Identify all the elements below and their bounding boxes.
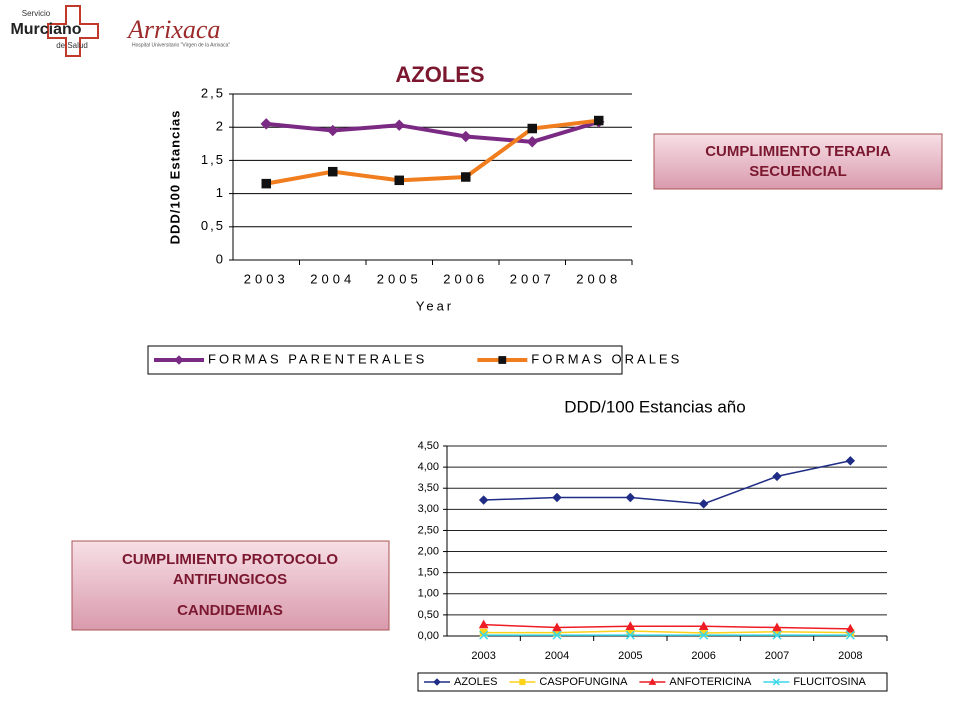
y-tick-label: 2,00 [418,545,439,557]
legend-label: AZOLES [454,676,497,688]
note-text: CANDIDEMIAS [177,602,283,619]
note-text: SECUENCIAL [749,163,847,180]
x-tick-label: 2003 [244,271,289,286]
x-tick-label: 2007 [510,271,555,286]
marker [526,136,538,148]
note-text: CUMPLIMIENTO PROTOCOLO [122,551,338,568]
y-tick-label: 3,50 [418,482,439,494]
series-line [265,118,599,186]
marker [845,456,856,466]
x-tick-label: 2004 [310,271,355,286]
marker [625,630,635,640]
y-axis-label: DDD/100 Estancias [167,110,182,245]
y-tick-label: 4,00 [418,461,439,473]
legend-label: ANFOTERICINA [669,676,752,688]
marker [698,621,709,630]
marker [393,119,405,131]
series-line [483,630,851,634]
chart-title: AZOLES [395,62,484,87]
legend-marker [498,356,507,364]
legend-marker [174,355,184,365]
marker [594,115,604,126]
marker [699,630,709,640]
x-tick-label: 2005 [377,271,422,286]
x-tick-label: 2006 [691,650,715,662]
logo-text: Hospital Universitario "Virgen de la Arr… [132,42,230,48]
legend-label: FLUCITOSINA [793,676,866,688]
marker [772,471,782,482]
marker [845,630,855,640]
y-tick-label: 2 [216,119,225,134]
marker [478,495,489,505]
marker [552,630,562,640]
marker [552,622,562,632]
y-tick-label: 1 [216,185,225,200]
legend-marker [648,677,657,685]
marker [625,492,636,503]
legend-label: FORMAS PARENTERALES [208,351,427,366]
marker [261,178,271,189]
y-tick-label: 1,00 [418,588,439,600]
logo-cross [47,5,99,57]
marker [527,123,537,134]
legend-box [147,345,623,375]
series-line [483,460,851,505]
y-tick-label: 1,5 [201,152,225,167]
y-tick-label: 2,5 [201,85,225,100]
x-tick-label: 2004 [545,650,569,662]
marker [478,619,489,629]
marker [698,499,709,509]
note-box [653,133,943,190]
logo-text: de Salud [56,41,88,50]
legend-marker [433,678,441,686]
legend-label: FORMAS ORALES [531,351,682,366]
marker [552,492,562,503]
marker [460,130,472,143]
logo-arrixaca: Arrixaca Hospital Universitario "Virgen … [126,15,230,48]
note-text: ANTIFUNGICOS [173,571,287,588]
y-tick-label: 0,5 [201,218,225,233]
logo-text: Arrixaca [126,15,220,44]
chart-title: DDD/100 Estancias año [564,397,745,416]
marker [260,118,272,130]
marker [394,175,404,186]
legend-marker [772,678,780,686]
legend-marker [519,678,526,686]
marker [625,621,636,630]
x-axis-label: Year [416,298,454,313]
logo-text: Murciano [10,21,81,38]
y-tick-label: 2,50 [418,524,439,536]
marker [328,166,338,177]
marker [772,630,782,640]
series-line [266,119,600,144]
marker [479,630,489,640]
y-tick-label: 0,00 [418,630,439,642]
marker [845,623,856,633]
x-tick-label: 2008 [838,650,862,662]
marker [772,622,782,632]
x-tick-label: 2005 [618,650,642,662]
note-text: CUMPLIMIENTO TERAPIA [705,143,891,160]
x-tick-label: 2003 [471,650,495,662]
marker [461,172,471,182]
x-tick-label: 2006 [443,271,488,286]
y-tick-label: 0,50 [418,609,439,621]
legend-label: CASPOFUNGINA [539,676,628,688]
note-box [71,540,390,631]
logo-sms: Servicio Murciano de Salud [10,5,99,57]
y-tick-label: 4,50 [418,440,439,452]
marker [327,124,339,137]
series-line [483,623,851,630]
y-tick-label: 1,50 [418,567,439,579]
logo-text: Servicio [22,9,51,18]
x-tick-label: 2008 [576,271,621,286]
y-tick-label: 3,00 [418,503,439,515]
x-tick-label: 2007 [765,650,789,662]
y-tick-label: 0 [216,251,225,266]
